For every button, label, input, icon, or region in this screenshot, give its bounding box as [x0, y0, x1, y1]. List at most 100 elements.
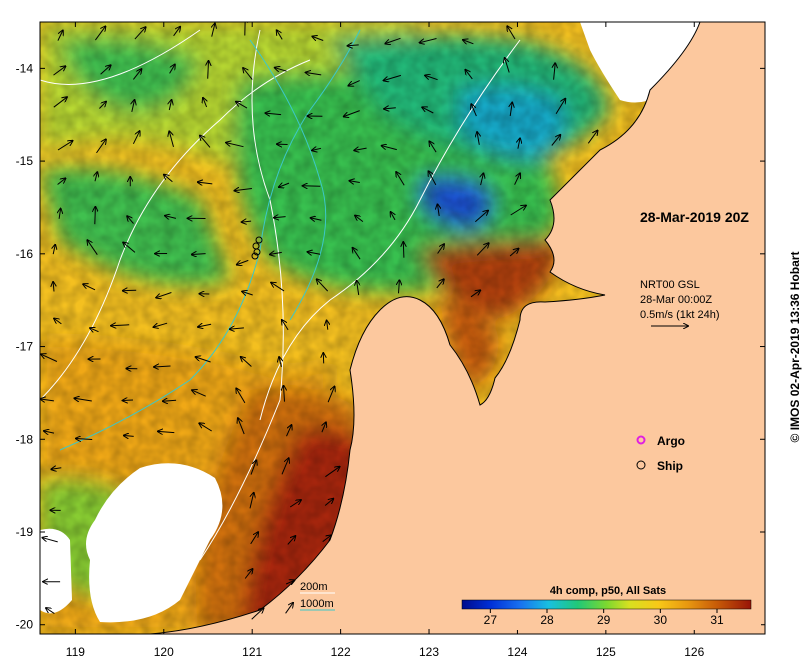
current-arrow	[132, 131, 139, 145]
current-arrow	[266, 113, 282, 115]
current-arrow	[481, 173, 484, 186]
current-arrow	[429, 141, 437, 153]
current-arrow	[242, 221, 252, 222]
current-arrow	[403, 242, 404, 258]
current-date: 28-Mar 00:00Z	[640, 294, 712, 306]
current-arrow	[275, 68, 287, 72]
current-arrow	[350, 181, 360, 183]
current-arrow	[46, 608, 55, 615]
current-arrow	[311, 218, 322, 220]
current-arrow	[274, 217, 286, 218]
current-arrow	[396, 172, 405, 186]
current-arrow	[95, 207, 96, 225]
current-arrow	[355, 216, 364, 222]
y-axis: -14 -15 -16 -17 -18 -19 -20	[16, 61, 765, 632]
current-arrow	[99, 102, 106, 109]
current-arrow	[277, 30, 283, 40]
current-arrow	[57, 31, 63, 41]
current-arrow	[510, 206, 526, 216]
current-arrow	[306, 73, 322, 75]
argo-label: Argo	[657, 434, 685, 448]
current-arrow	[271, 283, 285, 292]
current-arrow	[198, 182, 213, 184]
current-arrow	[477, 132, 479, 145]
current-arrow	[471, 104, 477, 117]
current-arrow	[470, 290, 480, 298]
current-arrow	[57, 178, 66, 185]
current-arrow	[236, 102, 248, 109]
current-arrow	[391, 212, 395, 221]
current-info: NRT00 GSL 28-Mar 00:00Z 0.5m/s (1kt 24h)	[640, 279, 719, 326]
colorbar-ticks: 27 28 29 30 31	[484, 609, 724, 627]
current-arrow	[476, 243, 489, 256]
current-arrow	[279, 183, 290, 187]
current-arrow	[203, 98, 207, 108]
current-arrow	[243, 68, 253, 80]
y-tick-label: -19	[16, 525, 34, 539]
current-arrow	[90, 328, 99, 332]
current-arrow	[357, 281, 359, 296]
current-arrow	[385, 37, 401, 43]
x-tick-label: 123	[419, 645, 439, 659]
y-tick-label: -20	[16, 618, 34, 632]
current-arrow	[349, 80, 360, 86]
colorbar: 4h comp, p50, All Sats 27 28 29 30 31	[455, 578, 761, 630]
current-arrow	[384, 108, 396, 109]
current-arrow	[51, 468, 62, 470]
cloud-gaps	[40, 22, 700, 623]
current-arrow	[348, 45, 359, 46]
current-arrow	[123, 400, 134, 401]
ship-label: Ship	[657, 459, 683, 473]
current-arrow	[57, 141, 73, 151]
current-arrow	[241, 357, 252, 367]
current-arrow	[399, 280, 400, 294]
current-arrow	[353, 248, 361, 260]
argo-marker-icon	[636, 435, 646, 445]
current-arrow	[463, 40, 474, 44]
current-arrow	[199, 423, 212, 432]
current-arrow	[510, 103, 512, 117]
current-arrow	[282, 320, 289, 331]
current-arrow	[474, 211, 488, 223]
colorbar-tick-label: 30	[654, 613, 668, 627]
current-arrow	[236, 388, 246, 404]
current-arrow	[169, 65, 175, 74]
credit-text: © IMOS 02-Apr-2019 13:36 Hobart	[788, 252, 802, 443]
current-arrow	[249, 493, 254, 509]
current-arrow	[95, 172, 97, 182]
marker-legend: Argo Ship	[636, 434, 685, 473]
current-arrow	[83, 284, 96, 291]
current-arrow	[235, 189, 252, 191]
colorbar-title: 4h comp, p50, All Sats	[550, 585, 666, 597]
current-arrow	[322, 535, 331, 543]
current-arrow	[505, 58, 510, 73]
current-arrow	[198, 324, 212, 327]
ship-marker-icon	[636, 460, 646, 470]
current-arrow	[53, 245, 55, 255]
current-arrow	[324, 499, 333, 506]
current-arrow	[169, 100, 171, 111]
current-arrow	[41, 354, 58, 362]
plot-frame	[39, 21, 766, 635]
current-arrow	[100, 65, 111, 75]
current-arrow	[165, 216, 177, 219]
current-arrow	[507, 26, 516, 40]
y-tick-label: -17	[16, 340, 34, 354]
bathy-1000m-label: 1000m	[300, 598, 334, 610]
date-label: 28-Mar-2019 20Z	[640, 209, 749, 225]
current-arrow	[327, 387, 334, 403]
x-tick-label: 126	[684, 645, 704, 659]
land-area	[149, 22, 765, 634]
current-arrow	[587, 131, 597, 144]
current-arrow	[53, 282, 54, 292]
current-arrow	[308, 252, 321, 254]
current-arrow	[158, 431, 175, 432]
current-arrow	[169, 131, 174, 148]
current-arrow	[156, 292, 172, 298]
current-arrow	[422, 107, 434, 114]
current-arrow	[123, 243, 136, 253]
current-arrow	[76, 439, 93, 440]
current-arrow	[281, 458, 289, 475]
colorbar-tick-label: 31	[710, 613, 724, 627]
current-arrow	[382, 146, 397, 151]
